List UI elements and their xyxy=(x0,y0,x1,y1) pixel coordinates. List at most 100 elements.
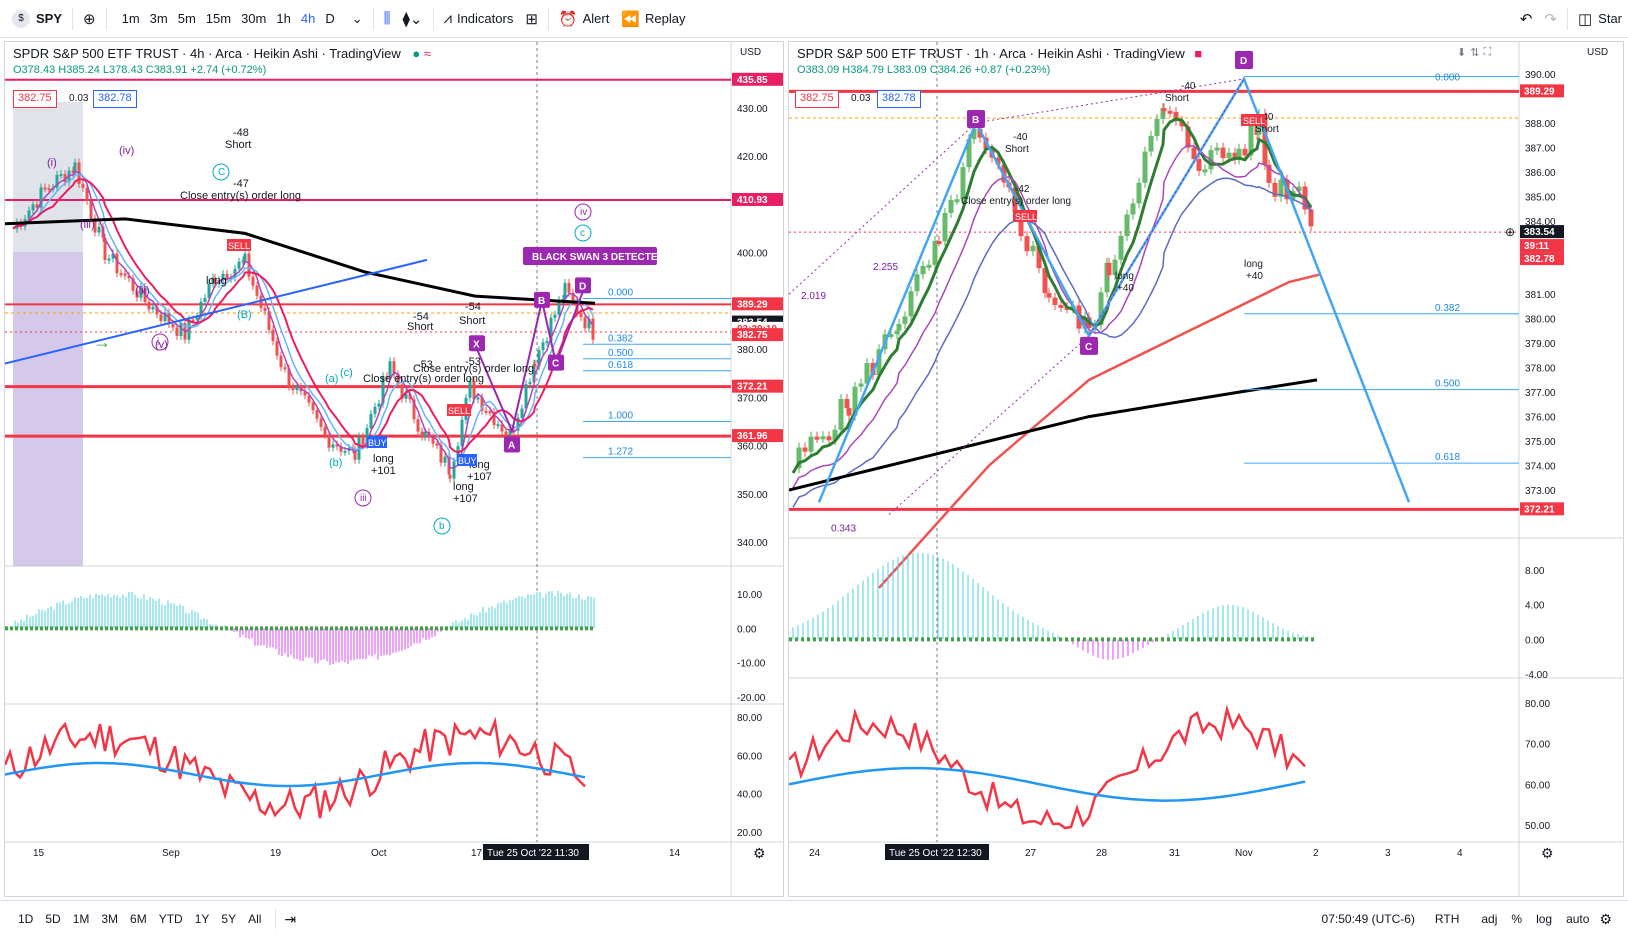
left-sell-price[interactable]: 382.75 xyxy=(13,90,57,108)
right-buy-price[interactable]: 382.78 xyxy=(877,90,921,108)
pattern-point-label: D xyxy=(579,281,586,292)
right-chart-pane[interactable]: 390.00 388.00 387.00 386.00 385.00 384.00 381.… xyxy=(788,41,1624,897)
settings-gear-icon[interactable]: ⚙ xyxy=(753,845,766,861)
time-axis-label: 19 xyxy=(270,848,282,859)
candle-body xyxy=(279,355,283,368)
rsi-tick-label: 80.00 xyxy=(1525,699,1550,710)
templates-button[interactable]: ⊞ xyxy=(519,5,544,33)
swap-pane-icon[interactable]: ⇅ xyxy=(1470,47,1480,59)
timeframe-30m[interactable]: 30m xyxy=(241,11,267,26)
range-6M[interactable]: 6M xyxy=(130,912,147,926)
left-buy-price[interactable]: 382.78 xyxy=(93,90,137,108)
log-toggle[interactable]: log xyxy=(1536,912,1553,926)
compare-button[interactable]: ⊕ xyxy=(77,5,102,33)
timeframe-15m[interactable]: 15m xyxy=(205,11,232,26)
wave-icon[interactable]: ≈ xyxy=(423,46,431,61)
timeframe-1m[interactable]: 1m xyxy=(121,11,140,26)
clock-label[interactable]: 07:50:49 (UTC-6) xyxy=(1321,912,1415,926)
pattern-point-marker xyxy=(548,354,564,371)
range-5Y[interactable]: 5Y xyxy=(221,912,237,926)
right-currency[interactable]: USD xyxy=(1587,47,1609,58)
candle-body xyxy=(1278,179,1284,197)
maximize-pane-icon[interactable]: ⛶ xyxy=(1483,46,1492,58)
bar-style-button[interactable]: ⫼ xyxy=(378,5,397,33)
date-range-picker-icon[interactable]: ⇥ xyxy=(284,910,297,927)
right-open: O383.09 xyxy=(797,64,840,76)
left-currency[interactable]: USD xyxy=(740,47,762,58)
candle-body xyxy=(1154,119,1160,136)
osc-tick-label: 0.00 xyxy=(737,624,757,635)
wave-label: (iv) xyxy=(119,145,134,157)
candle-body xyxy=(35,204,39,208)
candle-body xyxy=(71,170,75,173)
settings-gear-icon[interactable]: ⚙ xyxy=(1541,845,1554,861)
sell-label: SELL xyxy=(228,241,250,251)
candle-body xyxy=(225,273,229,279)
sell-label: SELL xyxy=(448,406,470,416)
replay-button[interactable]: ⏪ Replay xyxy=(615,5,691,33)
range-All[interactable]: All xyxy=(248,912,262,926)
candle-body xyxy=(549,317,553,342)
wave-label: (iii) xyxy=(80,219,95,231)
wave-icon[interactable]: ■ xyxy=(1194,46,1203,61)
timeframe-D[interactable]: D xyxy=(325,11,335,26)
fib-level-label: 0.000 xyxy=(608,287,633,298)
range-1D[interactable]: 1D xyxy=(18,912,34,926)
divider xyxy=(275,909,277,929)
range-5D[interactable]: 5D xyxy=(45,912,61,926)
percent-toggle[interactable]: % xyxy=(1511,912,1523,926)
candle-body xyxy=(237,261,241,269)
candle-body xyxy=(1160,108,1166,120)
range-1M[interactable]: 1M xyxy=(72,912,90,926)
candle-body xyxy=(139,286,143,298)
price-tag-bg xyxy=(732,429,783,443)
collapse-pane-icon[interactable]: ⬇ xyxy=(1457,47,1467,59)
left-open: O378.43 xyxy=(13,64,56,76)
fib-level-label: 0.500 xyxy=(1435,379,1460,390)
bars-icon: ⧫⌄ xyxy=(402,10,423,28)
rsi-tick-label: 50.00 xyxy=(1525,821,1550,832)
candle-body xyxy=(1058,304,1064,308)
right-sell-price[interactable]: 382.75 xyxy=(795,90,839,108)
add-alert-icon[interactable]: ⊕ xyxy=(1505,225,1515,239)
candle-body xyxy=(295,386,299,391)
osc-tick-label: -20.00 xyxy=(737,693,766,704)
candle-body xyxy=(335,444,339,447)
fib-level-label: 0.382 xyxy=(608,333,633,344)
price-tag-label: 435.85 xyxy=(737,75,768,86)
layout-button[interactable]: ◫ Star xyxy=(1572,5,1628,33)
eye-icon[interactable]: ● xyxy=(412,46,421,61)
candle-body xyxy=(443,456,447,463)
timeframe-3m[interactable]: 3m xyxy=(149,11,168,26)
settings-gear-icon[interactable]: ⚙ xyxy=(1599,910,1612,927)
bottom-toolbar: 1D 5D 1M 3M 6M YTD 1Y 5Y All ⇥ 07:50:49 (UTC-6) … xyxy=(0,900,1628,937)
ma-green xyxy=(791,117,1313,474)
timeframe-dropdown[interactable]: ⌄ xyxy=(346,5,369,33)
adj-toggle[interactable]: adj xyxy=(1481,912,1498,926)
osc-tick-label: 0.00 xyxy=(1525,635,1545,646)
indicators-button[interactable]: ⩘ Indicators xyxy=(438,5,520,33)
candle-body xyxy=(533,363,537,367)
chart-type-button[interactable]: ⧫⌄ xyxy=(397,5,429,33)
candle-body xyxy=(1272,182,1278,197)
candle-body xyxy=(59,174,63,177)
timeframe-5m[interactable]: 5m xyxy=(177,11,196,26)
left-chart-canvas[interactable]: 430.00420.00400.00390.00380.00370.00360.… xyxy=(5,42,784,897)
range-YTD[interactable]: YTD xyxy=(158,912,183,926)
right-chart-canvas[interactable]: 390.00 388.00 387.00 386.00 385.00 384.00 381.… xyxy=(789,42,1624,897)
candle-body xyxy=(377,403,381,407)
undo-button[interactable]: ↶ xyxy=(1514,5,1539,33)
range-3M[interactable]: 3M xyxy=(101,912,119,926)
symbol-search[interactable]: $ SPY xyxy=(0,5,68,33)
redo-button[interactable]: ↷ xyxy=(1538,5,1563,33)
auto-toggle[interactable]: auto xyxy=(1566,912,1590,926)
timeframe-4h[interactable]: 4h xyxy=(300,11,316,26)
left-chart-pane[interactable]: 430.00420.00400.00390.00380.00370.00360.… xyxy=(4,41,784,897)
right-chart-title: SPDR S&P 500 ETF TRUST · 1h · Arca · Hei… xyxy=(797,46,1185,61)
session-label[interactable]: RTH xyxy=(1434,912,1460,926)
timeframe-1h[interactable]: 1h xyxy=(276,11,291,26)
candle-body xyxy=(1142,151,1148,183)
alert-button[interactable]: ⏰ Alert xyxy=(553,5,615,33)
trade-pnl: +107 xyxy=(453,493,478,505)
range-1Y[interactable]: 1Y xyxy=(194,912,210,926)
